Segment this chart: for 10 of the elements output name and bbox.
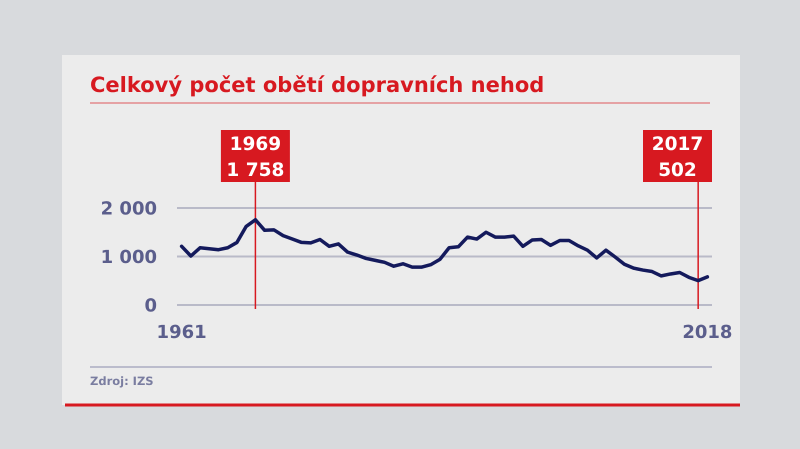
ref-line-label: 1969 1 758	[226, 134, 284, 181]
x-tick-label: 1961	[156, 322, 207, 343]
x-tick-label: 2018	[682, 322, 732, 343]
text: Zdroj: IZS	[90, 374, 154, 388]
ref-line-label: 2017 502	[652, 134, 704, 181]
chart-title: Celkový počet obětí dopravních nehod	[90, 73, 544, 97]
y-tick-label: 1 000	[100, 246, 157, 268]
line-series	[180, 218, 710, 282]
y-tick-label: 2 000	[100, 198, 157, 220]
y-tick-label: 0	[144, 295, 157, 316]
